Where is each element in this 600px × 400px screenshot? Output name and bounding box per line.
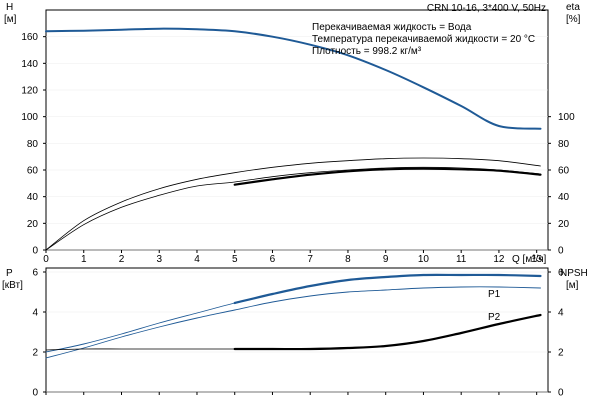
series-line-1-1 bbox=[233, 273, 542, 305]
top-grid bbox=[46, 36, 548, 251]
top-right-axis-label-2: [%] bbox=[566, 14, 581, 25]
x-axis-label: Q [м³/ч] bbox=[512, 254, 547, 265]
left-tick-label: 20 bbox=[27, 219, 39, 230]
right-tick-label: 40 bbox=[558, 192, 570, 203]
x-tick-label: 10 bbox=[418, 254, 430, 265]
x-tick-label: 1 bbox=[81, 254, 87, 265]
left-tick-label: 0 bbox=[32, 246, 38, 257]
series-line-0-1 bbox=[45, 157, 541, 251]
left-tick-label: 120 bbox=[21, 86, 38, 97]
series-line-1-0 bbox=[45, 274, 541, 353]
right-tick-label: 0 bbox=[558, 388, 564, 399]
series-line-0-2 bbox=[45, 166, 541, 251]
series-label-p2: P2 bbox=[488, 312, 501, 323]
top-plot-area bbox=[45, 9, 549, 251]
bottom-right-axis-label-2: [м] bbox=[566, 280, 579, 291]
x-tick-label: 8 bbox=[345, 254, 351, 265]
left-tick-label: 80 bbox=[27, 139, 39, 150]
left-tick-label: 4 bbox=[32, 308, 38, 319]
top-right-axis-label-1: eta bbox=[566, 2, 580, 13]
series-line-0-0 bbox=[45, 27, 542, 130]
chart-title: CRN 10-16, 3*400 V, 50Hz bbox=[427, 3, 546, 14]
right-tick-label: 6 bbox=[558, 268, 564, 279]
annotation-temperature: Температура перекачиваемой жидкости = 20… bbox=[312, 34, 535, 45]
bottom-chart: 0 2 4 6 0 2 4 6 P [кВт] NPSH [м] P1 P2 bbox=[2, 267, 588, 399]
right-tick-label: 20 bbox=[558, 219, 570, 230]
left-tick-label: 0 bbox=[32, 388, 38, 399]
top-x-ticks: 0 1 2 3 4 5 6 7 8 9 10 11 12 13 bbox=[43, 250, 543, 265]
top-left-ticks: 0 20 40 60 80 100 120 140 160 bbox=[21, 32, 46, 257]
left-tick-label: 2 bbox=[32, 348, 38, 359]
bottom-left-ticks: 0 2 4 6 bbox=[32, 268, 46, 399]
right-tick-label: 4 bbox=[558, 308, 564, 319]
bottom-right-ticks: 0 2 4 6 bbox=[548, 268, 564, 399]
left-tick-label: 6 bbox=[32, 268, 38, 279]
bottom-series bbox=[45, 273, 542, 359]
right-tick-label: 80 bbox=[558, 139, 570, 150]
x-tick-label: 12 bbox=[493, 254, 505, 265]
x-tick-label: 6 bbox=[270, 254, 276, 265]
x-tick-label: 11 bbox=[456, 254, 467, 265]
x-tick-label: 7 bbox=[307, 254, 313, 265]
left-tick-label: 60 bbox=[27, 166, 39, 177]
left-tick-label: 160 bbox=[21, 32, 38, 43]
right-tick-label: 0 bbox=[558, 246, 564, 257]
annotation-fluid: Перекачиваемая жидкость = Вода bbox=[312, 22, 472, 33]
left-tick-label: 100 bbox=[21, 112, 38, 123]
right-tick-label: 60 bbox=[558, 166, 570, 177]
right-tick-label: 100 bbox=[558, 112, 575, 123]
x-tick-label: 3 bbox=[156, 254, 162, 265]
top-series bbox=[45, 27, 542, 251]
x-tick-label: 0 bbox=[43, 254, 49, 265]
x-tick-label: 4 bbox=[194, 254, 200, 265]
series-line-1-2 bbox=[45, 286, 541, 359]
left-tick-label: 140 bbox=[21, 59, 38, 70]
series-line-0-3 bbox=[233, 167, 542, 186]
bottom-left-axis-label-2: [кВт] bbox=[2, 280, 23, 291]
right-tick-label: 2 bbox=[558, 348, 564, 359]
x-tick-label: 13 bbox=[531, 254, 543, 265]
top-left-axis-label-2: [м] bbox=[4, 14, 17, 25]
x-tick-label: 9 bbox=[383, 254, 389, 265]
left-tick-label: 40 bbox=[27, 192, 39, 203]
top-left-axis-label-1: H bbox=[6, 2, 13, 13]
top-chart: 0 1 2 3 4 5 6 7 8 9 10 11 12 13 020406080100120140160… bbox=[4, 2, 581, 265]
bottom-left-axis-label-1: P bbox=[6, 268, 13, 279]
series-line-1-4 bbox=[233, 313, 542, 351]
top-right-ticks: 0 20 40 60 80 100 bbox=[548, 112, 575, 257]
bottom-right-axis-label-1: NPSH bbox=[560, 268, 588, 279]
x-tick-label: 2 bbox=[119, 254, 125, 265]
annotation-density: Плотность = 998.2 кг/м³ bbox=[312, 46, 422, 57]
bottom-grid bbox=[46, 271, 548, 393]
x-tick-label: 5 bbox=[232, 254, 238, 265]
series-label-p1: P1 bbox=[488, 289, 501, 300]
